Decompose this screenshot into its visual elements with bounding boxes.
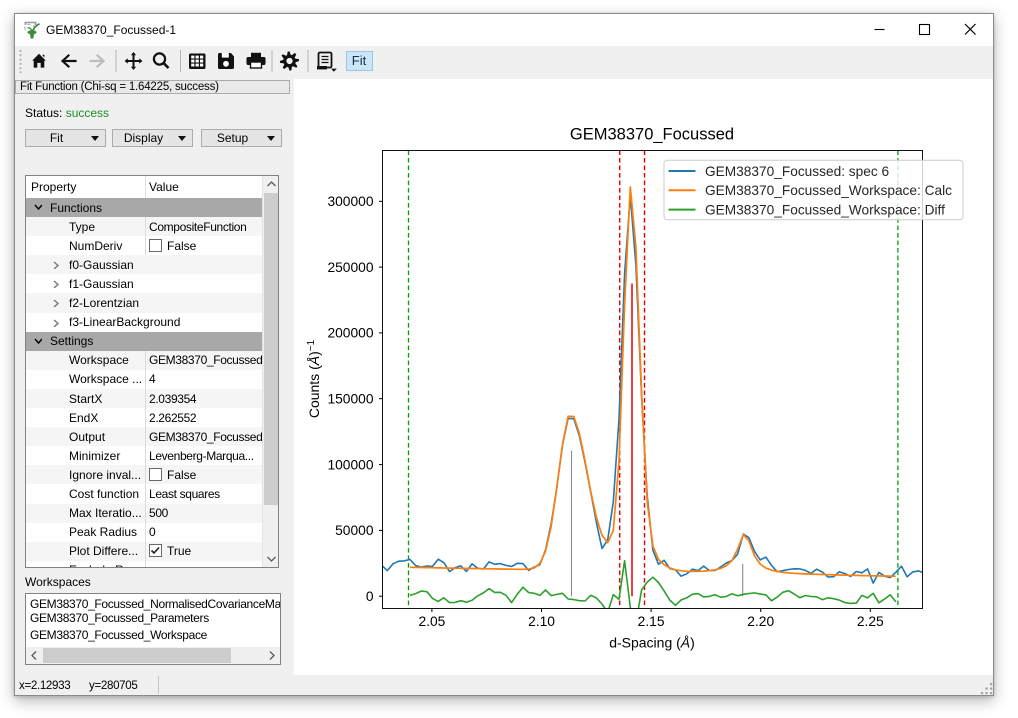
- svg-text:100000: 100000: [327, 457, 373, 472]
- svg-text:2.15: 2.15: [638, 614, 665, 629]
- svg-text:50000: 50000: [335, 523, 374, 538]
- svg-text:Counts (Å)−1: Counts (Å)−1: [306, 339, 323, 418]
- svg-text:GEM38370_Focussed_Workspace: D: GEM38370_Focussed_Workspace: Diff: [705, 202, 945, 217]
- svg-text:d-Spacing (Å): d-Spacing (Å): [609, 635, 695, 651]
- svg-text:250000: 250000: [327, 260, 373, 275]
- svg-text:200000: 200000: [327, 326, 373, 341]
- svg-text:2.20: 2.20: [747, 614, 774, 629]
- svg-text:300000: 300000: [327, 194, 373, 209]
- svg-text:GEM38370_Focussed: spec 6: GEM38370_Focussed: spec 6: [705, 164, 890, 179]
- svg-text:2.10: 2.10: [528, 614, 555, 629]
- svg-text:2.05: 2.05: [418, 614, 445, 629]
- svg-text:150000: 150000: [327, 391, 373, 406]
- svg-text:0: 0: [366, 589, 374, 604]
- svg-text:GEM38370_Focussed_Workspace: C: GEM38370_Focussed_Workspace: Calc: [705, 183, 952, 198]
- svg-text:2.25: 2.25: [857, 614, 884, 629]
- svg-text:GEM38370_Focussed: GEM38370_Focussed: [570, 126, 734, 144]
